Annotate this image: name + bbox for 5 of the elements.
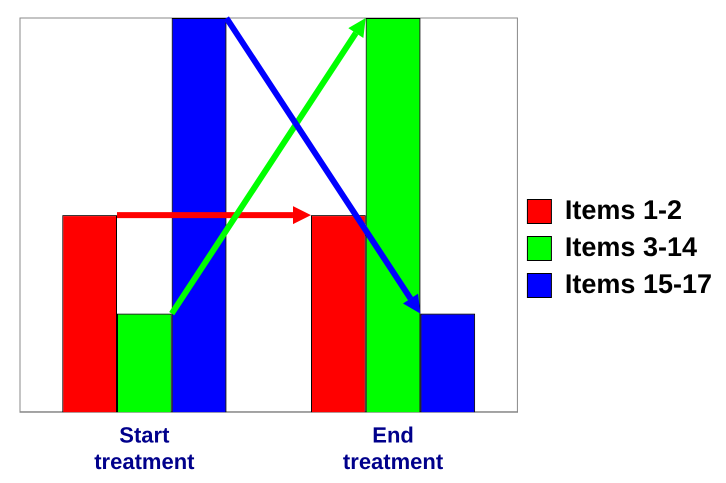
x-tick-label: End treatment bbox=[342, 422, 444, 474]
legend-label: Items 1-2 bbox=[564, 194, 682, 225]
legend-label: Items 15-17 bbox=[564, 268, 712, 299]
x-tick-label: Start treatment bbox=[94, 422, 196, 474]
legend-label: Items 3-14 bbox=[564, 232, 697, 262]
